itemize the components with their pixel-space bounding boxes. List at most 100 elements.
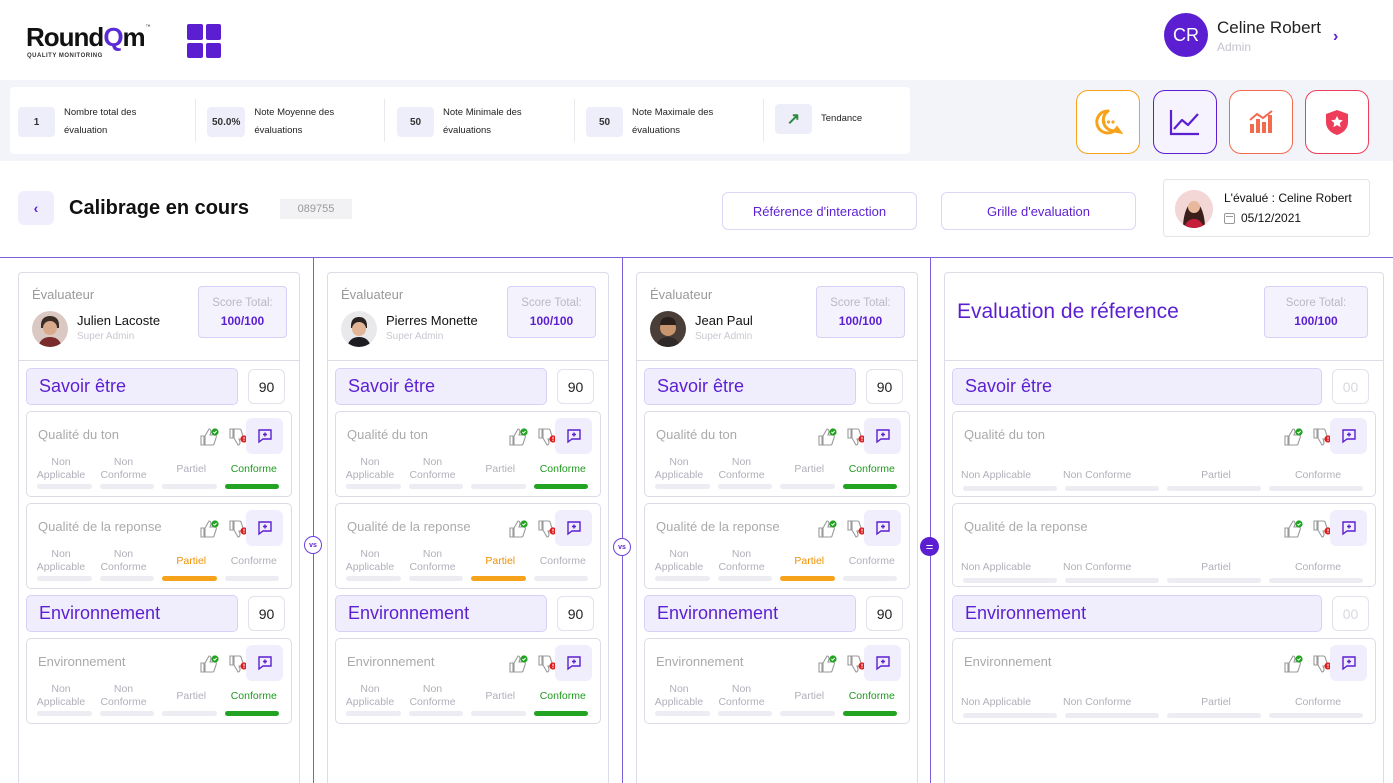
option-bar[interactable]	[224, 711, 279, 716]
option-bar[interactable]	[1269, 578, 1363, 583]
option-conforme[interactable]: Conforme	[848, 463, 895, 475]
option-bar[interactable]	[346, 711, 401, 716]
badge-button[interactable]	[1305, 90, 1369, 154]
option-non-applicable[interactable]: Non Applicable	[961, 469, 1032, 481]
option-non-applicable[interactable]: Non Applicable	[345, 548, 395, 573]
option-bar[interactable]	[224, 484, 279, 489]
option-non-applicable[interactable]: Non Applicable	[654, 683, 704, 708]
option-non-conforme[interactable]: Non Conforme	[718, 548, 765, 573]
thumbs-up-icon[interactable]	[200, 428, 219, 446]
thumbs-up-icon[interactable]	[509, 520, 528, 538]
option-partiel[interactable]: Partiel	[794, 555, 825, 567]
evaluation-grid-button[interactable]: Grille d'evaluation	[941, 192, 1136, 230]
option-non-conforme[interactable]: Non Conforme	[1063, 696, 1132, 708]
chevron-right-icon[interactable]: ›	[1333, 28, 1339, 45]
option-non-conforme[interactable]: Non Conforme	[100, 548, 147, 573]
option-non-conforme[interactable]: Non Conforme	[718, 683, 765, 708]
option-bar[interactable]	[99, 484, 154, 489]
add-comment-button[interactable]	[555, 418, 592, 454]
option-non-conforme[interactable]: Non Conforme	[718, 456, 765, 481]
thumbs-up-icon[interactable]	[509, 428, 528, 446]
option-partiel[interactable]: Partiel	[794, 690, 825, 702]
option-bar[interactable]	[99, 711, 154, 716]
option-bar[interactable]	[346, 576, 401, 581]
back-button[interactable]: ‹	[18, 191, 54, 225]
option-bar[interactable]	[1167, 578, 1261, 583]
option-bar[interactable]	[842, 484, 897, 489]
option-bar[interactable]	[471, 711, 526, 716]
option-bar[interactable]	[408, 484, 463, 489]
option-bar[interactable]	[963, 713, 1057, 718]
thumbs-down-icon[interactable]	[538, 428, 557, 446]
option-partiel[interactable]: Partiel	[1201, 561, 1231, 573]
option-non-applicable[interactable]: Non Applicable	[345, 683, 395, 708]
add-comment-button[interactable]	[1330, 645, 1367, 681]
add-comment-button[interactable]	[246, 418, 283, 454]
option-bar[interactable]	[1269, 486, 1363, 491]
option-bar[interactable]	[1065, 486, 1159, 491]
option-partiel[interactable]: Partiel	[485, 555, 516, 567]
add-comment-button[interactable]	[555, 510, 592, 546]
option-non-conforme[interactable]: Non Conforme	[409, 683, 456, 708]
section-header[interactable]: Savoir être	[26, 368, 238, 405]
option-partiel[interactable]: Partiel	[1201, 469, 1231, 481]
thumbs-down-icon[interactable]	[847, 655, 866, 673]
option-non-applicable[interactable]: Non Applicable	[36, 548, 86, 573]
thumbs-up-icon[interactable]	[200, 520, 219, 538]
option-bar[interactable]	[224, 576, 279, 581]
option-non-applicable[interactable]: Non Applicable	[36, 456, 86, 481]
option-non-applicable[interactable]: Non Applicable	[961, 696, 1032, 708]
option-bar[interactable]	[1065, 578, 1159, 583]
section-header[interactable]: Savoir être	[335, 368, 547, 405]
option-partiel[interactable]: Partiel	[176, 690, 207, 702]
thumbs-down-icon[interactable]	[847, 520, 866, 538]
option-bar[interactable]	[99, 576, 154, 581]
add-comment-button[interactable]	[246, 645, 283, 681]
option-partiel[interactable]: Partiel	[485, 463, 516, 475]
option-bar[interactable]	[471, 576, 526, 581]
option-conforme[interactable]: Conforme	[539, 690, 586, 702]
thumbs-up-icon[interactable]	[818, 520, 837, 538]
option-bar[interactable]	[1167, 486, 1261, 491]
option-non-conforme[interactable]: Non Conforme	[409, 548, 456, 573]
option-bar[interactable]	[408, 711, 463, 716]
apps-grid-icon[interactable]	[187, 24, 221, 58]
thumbs-up-icon[interactable]	[1284, 655, 1303, 673]
thumbs-down-icon[interactable]	[229, 428, 248, 446]
thumbs-up-icon[interactable]	[200, 655, 219, 673]
thumbs-down-icon[interactable]	[538, 655, 557, 673]
thumbs-down-icon[interactable]	[229, 655, 248, 673]
thumbs-down-icon[interactable]	[1313, 520, 1332, 538]
line-chart-button[interactable]	[1153, 90, 1217, 154]
option-bar[interactable]	[717, 711, 772, 716]
thumbs-up-icon[interactable]	[509, 655, 528, 673]
section-score[interactable]: 00	[1332, 369, 1369, 404]
option-bar[interactable]	[842, 711, 897, 716]
option-bar[interactable]	[1167, 713, 1261, 718]
option-bar[interactable]	[963, 486, 1057, 491]
option-partiel[interactable]: Partiel	[485, 690, 516, 702]
option-bar[interactable]	[655, 484, 710, 489]
option-partiel[interactable]: Partiel	[176, 463, 207, 475]
option-bar[interactable]	[963, 578, 1057, 583]
option-bar[interactable]	[1065, 713, 1159, 718]
section-header[interactable]: Environnement	[644, 595, 856, 632]
add-comment-button[interactable]	[864, 645, 901, 681]
option-bar[interactable]	[162, 576, 217, 581]
section-header[interactable]: Savoir être	[644, 368, 856, 405]
thumbs-up-icon[interactable]	[818, 428, 837, 446]
option-non-applicable[interactable]: Non Applicable	[961, 561, 1032, 573]
interaction-reference-button[interactable]: Référence d'interaction	[722, 192, 917, 230]
thumbs-down-icon[interactable]	[1313, 428, 1332, 446]
bar-chart-button[interactable]	[1229, 90, 1293, 154]
section-header[interactable]: Environnement	[335, 595, 547, 632]
option-conforme[interactable]: Conforme	[1294, 469, 1342, 481]
option-bar[interactable]	[471, 484, 526, 489]
section-score[interactable]: 00	[1332, 596, 1369, 631]
option-bar[interactable]	[37, 484, 92, 489]
option-bar[interactable]	[655, 711, 710, 716]
option-bar[interactable]	[780, 484, 835, 489]
chat-button[interactable]	[1076, 90, 1140, 154]
option-bar[interactable]	[780, 576, 835, 581]
option-partiel[interactable]: Partiel	[176, 555, 207, 567]
